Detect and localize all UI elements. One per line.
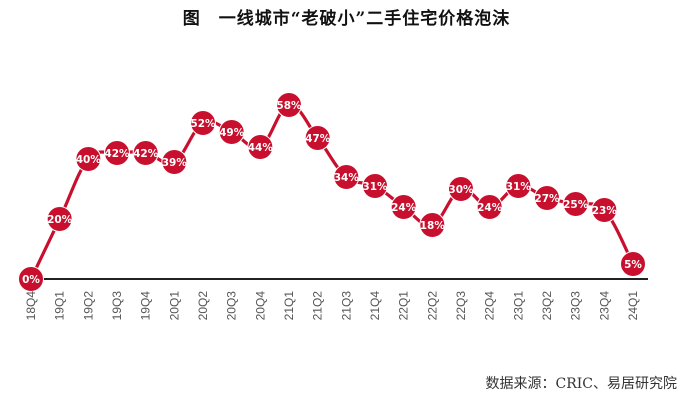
data-point: 49%: [218, 119, 245, 145]
data-marker: [104, 140, 130, 166]
data-marker: [390, 194, 417, 220]
x-tick-label: 22Q3: [454, 291, 468, 321]
data-source-note: 数据来源：CRIC、易居研究院: [485, 376, 678, 392]
data-marker: [534, 185, 560, 211]
x-tick-label: 23Q3: [569, 291, 583, 321]
x-tick-label: 20Q2: [196, 291, 210, 321]
data-marker: [190, 110, 216, 136]
data-label: 24%: [477, 202, 503, 214]
data-label: 18%: [420, 220, 446, 232]
data-point: 27%: [534, 185, 560, 211]
data-label: 47%: [305, 133, 331, 145]
x-tick-label: 20Q4: [253, 291, 267, 321]
data-label: 20%: [47, 214, 73, 226]
data-marker: [476, 194, 503, 220]
data-marker: [218, 119, 245, 145]
data-point: 24%: [390, 194, 417, 220]
data-point: 44%: [247, 134, 274, 160]
x-tick-label: 20Q3: [225, 291, 239, 321]
x-tick-label: 19Q1: [53, 291, 67, 321]
x-tick-label: 23Q1: [511, 291, 525, 321]
data-point: 24%: [476, 194, 503, 220]
data-point: 31%: [505, 173, 532, 199]
data-label: 42%: [133, 148, 159, 160]
data-point: 31%: [362, 173, 388, 199]
data-marker: [75, 146, 102, 172]
data-label: 30%: [448, 184, 474, 196]
data-marker: [362, 173, 388, 199]
data-label: 23%: [592, 205, 618, 217]
data-point: 30%: [448, 176, 474, 202]
data-label: 31%: [506, 181, 532, 193]
x-tick-label: 21Q1: [282, 291, 296, 321]
data-marker: [276, 92, 302, 118]
x-tick-label: 22Q4: [483, 291, 497, 321]
data-label: 44%: [248, 142, 274, 154]
x-tick-label: 24Q1: [626, 291, 640, 321]
data-marker: [304, 125, 331, 151]
data-label: 39%: [162, 157, 188, 169]
data-point: 25%: [562, 191, 589, 217]
data-marker: [591, 197, 618, 223]
data-point: 39%: [161, 149, 188, 175]
x-tick-label: 22Q1: [397, 291, 411, 321]
data-marker: [505, 173, 532, 199]
data-point: 34%: [333, 164, 360, 190]
data-label: 42%: [104, 148, 130, 160]
x-tick-label: 23Q4: [597, 291, 611, 321]
data-point: 5%: [620, 251, 646, 277]
x-tick-label: 20Q1: [167, 291, 181, 321]
x-tick-label: 19Q2: [81, 291, 95, 321]
x-tick-label: 23Q2: [540, 291, 554, 321]
data-marker: [448, 176, 474, 202]
data-marker: [620, 251, 646, 277]
data-point: 0%: [18, 266, 44, 292]
data-label: 58%: [276, 100, 302, 112]
data-point: 58%: [276, 92, 302, 118]
x-tick-label: 19Q3: [110, 291, 124, 321]
data-marker: [419, 212, 446, 238]
data-marker: [132, 140, 159, 166]
data-point: 23%: [591, 197, 618, 223]
data-label: 25%: [563, 199, 589, 211]
data-point: 47%: [304, 125, 331, 151]
x-tick-label: 21Q3: [339, 291, 353, 321]
data-label: 34%: [334, 172, 360, 184]
x-tick-label: 18Q4: [24, 291, 38, 321]
data-point: 42%: [104, 140, 130, 166]
x-tick-label: 19Q4: [139, 291, 153, 321]
data-label: 0%: [22, 274, 40, 286]
data-marker: [247, 134, 274, 160]
data-point: 42%: [132, 140, 159, 166]
data-label: 31%: [362, 181, 388, 193]
data-label: 24%: [391, 202, 417, 214]
data-label: 49%: [219, 127, 245, 139]
data-point: 20%: [46, 206, 73, 232]
x-tick-label: 21Q4: [368, 291, 382, 321]
data-marker: [333, 164, 360, 190]
x-tick-label: 21Q2: [311, 291, 325, 321]
x-tick-label: 22Q2: [425, 291, 439, 321]
chart-title: 图 一线城市“老破小”二手住宅价格泡沫: [182, 9, 511, 29]
data-label: 27%: [534, 193, 560, 205]
data-marker: [46, 206, 73, 232]
data-label: 40%: [76, 154, 102, 166]
data-marker: [18, 266, 44, 292]
data-point: 52%: [190, 110, 216, 136]
data-marker: [161, 149, 188, 175]
data-label: 5%: [624, 259, 642, 271]
data-point: 18%: [419, 212, 446, 238]
data-label: 52%: [190, 118, 216, 130]
data-marker: [562, 191, 589, 217]
data-point: 40%: [75, 146, 102, 172]
